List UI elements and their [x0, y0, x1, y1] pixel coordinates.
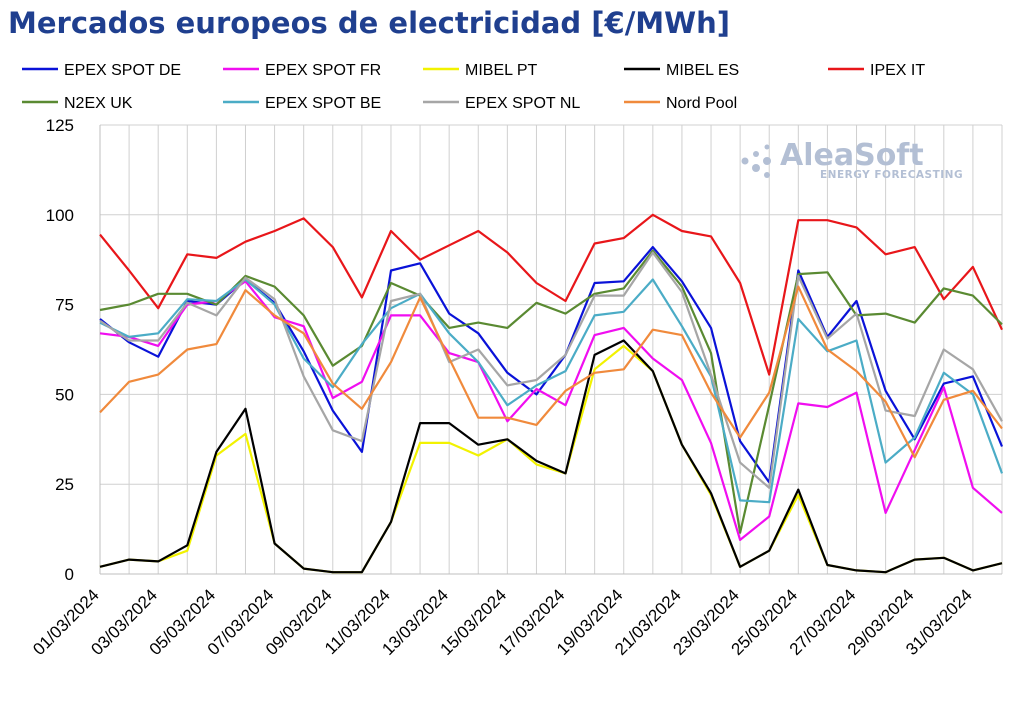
y-tick-label: 0	[65, 565, 74, 584]
logo-dots-icon	[741, 144, 771, 178]
aleasoft-logo: AleaSoft ENERGY FORECASTING	[741, 138, 963, 181]
x-tick-labels: 01/03/202403/03/202405/03/202407/03/2024…	[29, 585, 976, 659]
series-line	[99, 213, 1003, 376]
series-line	[99, 249, 1003, 534]
legend-label: Nord Pool	[666, 95, 737, 112]
y-tick-label: 50	[55, 385, 74, 404]
series-line	[99, 246, 1004, 484]
logo-brand: AleaSoft	[780, 138, 924, 173]
series-line	[99, 339, 1003, 574]
legend-label: EPEX SPOT DE	[64, 62, 181, 79]
legend-label: MIBEL ES	[666, 62, 739, 79]
y-tick-label: 125	[46, 116, 74, 135]
chart-title: Mercados europeos de electricidad [€/MWh…	[8, 6, 731, 40]
logo-dot	[763, 157, 771, 165]
series-line	[99, 251, 1003, 489]
logo-tagline: ENERGY FORECASTING	[820, 169, 963, 181]
legend-label: EPEX SPOT FR	[265, 62, 381, 79]
series-line	[99, 285, 1003, 459]
logo-dot	[764, 144, 770, 150]
y-tick-label: 75	[55, 296, 74, 315]
y-tick-label: 25	[55, 475, 74, 494]
legend: EPEX SPOT DE EPEX SPOT FR MIBEL PT MIBEL ES…	[22, 62, 925, 112]
legend-label: N2EX UK	[64, 95, 133, 112]
logo-dot	[764, 172, 770, 178]
series-lines	[99, 213, 1004, 574]
logo-dot	[741, 157, 749, 165]
legend-label: IPEX IT	[870, 62, 925, 79]
series-line	[99, 280, 1003, 542]
logo-dot	[752, 164, 760, 172]
legend-label: EPEX SPOT NL	[465, 95, 580, 112]
legend-label: EPEX SPOT BE	[265, 95, 381, 112]
y-tick-labels: 0 25 50 75 100 125	[46, 116, 74, 584]
series-line	[99, 278, 1004, 504]
y-tick-label: 100	[46, 206, 74, 225]
legend-label: MIBEL PT	[465, 62, 538, 79]
axes	[99, 125, 1002, 575]
logo-dot	[753, 151, 759, 157]
